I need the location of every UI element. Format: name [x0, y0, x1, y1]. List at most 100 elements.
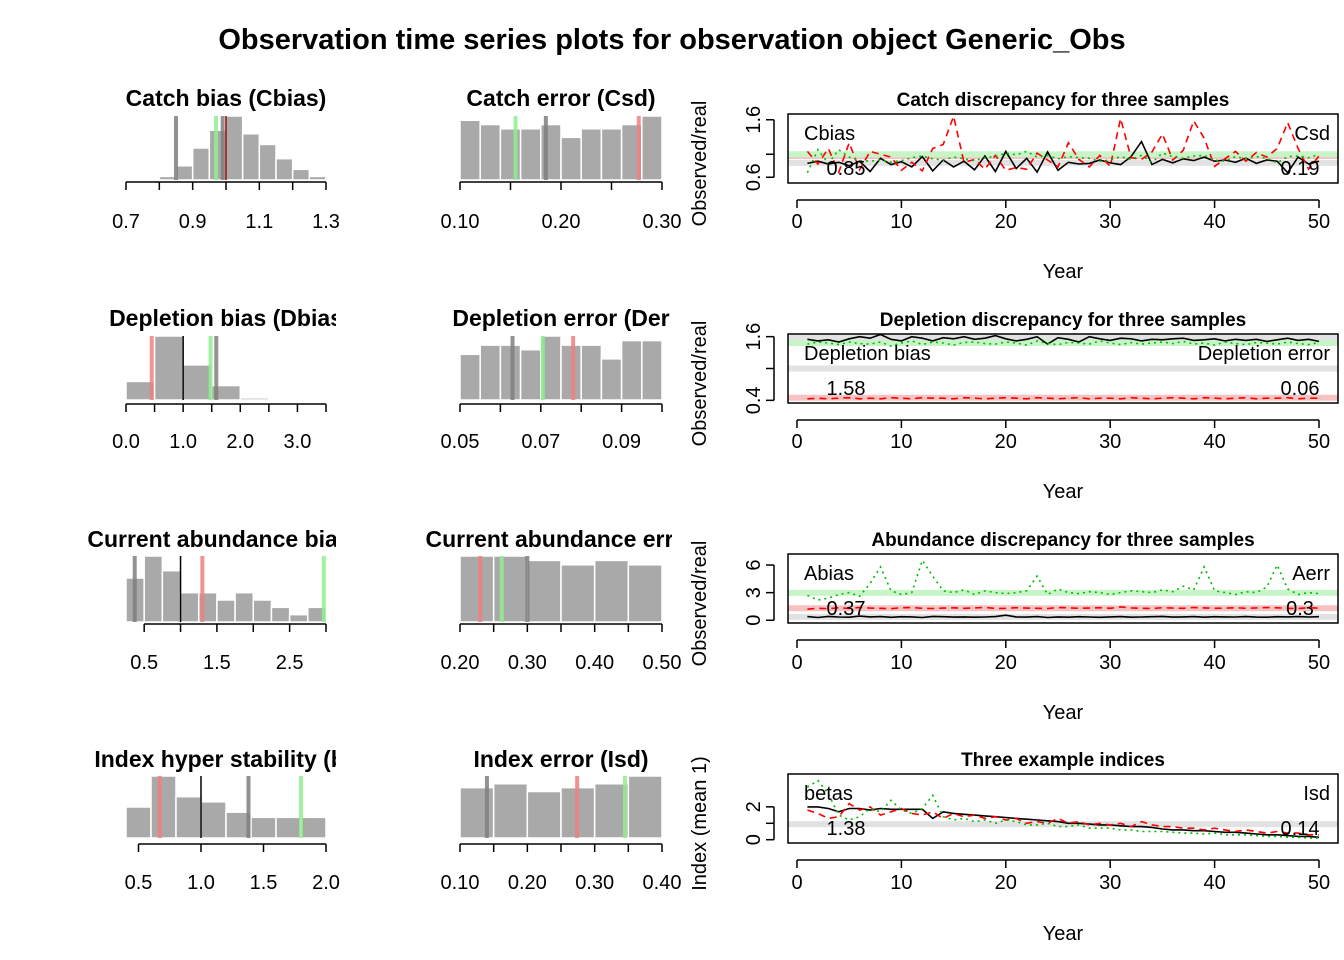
x-tick-label: 10	[890, 211, 912, 233]
series-line-2	[807, 802, 1319, 836]
series-line-1	[807, 614, 1320, 619]
line-chart-2: Abias Aerr 0.37 0.3 Abundance discrepancy fo…	[689, 530, 1339, 724]
histogram-3: Depletion error (Der 0.05 0.07 0.09	[441, 305, 670, 453]
left-label: betas	[804, 783, 853, 805]
histogram-title: Depletion bias (Dbias	[109, 305, 343, 331]
histogram-bar	[291, 168, 311, 181]
x-tick-label: 0	[791, 652, 802, 674]
y-tick-label: 0.6	[743, 163, 765, 191]
y-tick-label: 1.6	[743, 106, 765, 134]
histogram-bar	[161, 569, 182, 623]
x-tick-label: 0.05	[441, 431, 480, 453]
histogram-bar	[125, 806, 152, 839]
x-axis-title: Year	[1043, 923, 1084, 945]
x-tick-label: 20	[995, 211, 1017, 233]
histogram-bar	[239, 397, 270, 401]
right-value: 0.06	[1281, 378, 1320, 400]
x-tick-label: 0.10	[441, 872, 480, 894]
right-label: Isd	[1303, 783, 1330, 805]
left-label: Depletion bias	[804, 343, 931, 365]
y-tick-label: 0.4	[743, 386, 765, 414]
plot-region	[788, 558, 1338, 620]
x-tick-label: 1.0	[187, 872, 215, 894]
x-tick-label: 40	[1203, 652, 1225, 674]
x-tick-label: 10	[890, 872, 912, 894]
histogram-bar	[191, 147, 211, 181]
y-tick-label: 6	[743, 559, 765, 570]
histogram-bar	[308, 175, 327, 181]
x-tick-label: 0.10	[441, 211, 480, 233]
histogram-title: Current abundance error	[426, 526, 697, 552]
histogram-bar	[258, 143, 277, 181]
x-tick-label: 1.5	[203, 652, 231, 674]
series-line-2	[807, 606, 1320, 610]
x-tick-label: 40	[1203, 431, 1225, 453]
histogram-bar	[499, 344, 522, 401]
figure-title: Observation time series plots for observ…	[218, 24, 1126, 56]
histogram-1: Catch error (Csd) 0.10 0.20 0.30	[441, 85, 682, 233]
x-tick-label: 0	[791, 872, 802, 894]
y-axis-title: Observed/real	[689, 101, 711, 227]
histogram-bar	[519, 348, 542, 401]
series-line-2	[806, 114, 1320, 175]
chart-title: Three example indices	[961, 750, 1165, 771]
x-tick-label: 0.5	[130, 652, 158, 674]
histogram-bar	[560, 564, 596, 623]
x-tick-label: 0.20	[508, 872, 547, 894]
plot-region	[788, 779, 1338, 839]
histogram-bar	[270, 606, 291, 623]
x-tick-label: 0.0	[112, 431, 140, 453]
histogram-bar	[275, 816, 302, 839]
histogram-bar	[153, 335, 184, 401]
histogram-title: Index error (Isd)	[473, 746, 648, 772]
x-tick-label: 20	[995, 872, 1017, 894]
x-tick-label: 10	[890, 652, 912, 674]
x-tick-label: 30	[1099, 872, 1121, 894]
y-axis-title: Observed/real	[689, 541, 711, 667]
histogram-bar	[479, 123, 502, 181]
y-tick-label: 2	[743, 801, 765, 812]
x-tick-label: 50	[1308, 652, 1330, 674]
y-tick-label: 0	[743, 615, 765, 626]
histogram-bar	[526, 790, 562, 839]
histogram-4: Current abundance bias (0.5 1.5 2.5	[87, 526, 336, 674]
histogram-bar	[143, 555, 164, 623]
histogram-bar	[459, 555, 495, 623]
x-tick-label: 0.20	[542, 211, 581, 233]
plot-region	[788, 334, 1338, 401]
x-tick-label: 3.0	[284, 431, 312, 453]
histogram-bar	[620, 339, 643, 401]
histogram-0: Catch bias (Cbias) 0.7 0.9 1.1 1.3	[112, 85, 340, 233]
y-tick-label: 1.6	[743, 323, 765, 351]
right-value: 0.14	[1281, 818, 1320, 840]
x-tick-label: 10	[890, 431, 912, 453]
x-axis-title: Year	[1043, 481, 1084, 503]
histogram-bar	[627, 775, 663, 839]
series-line-1	[807, 334, 1320, 346]
histogram-bar	[641, 339, 663, 401]
x-tick-label: 0.09	[602, 431, 641, 453]
histogram-bar	[288, 613, 309, 623]
histogram-7: Index error (Isd) 0.10 0.20 0.30 0.40	[441, 746, 682, 894]
x-tick-label: 0.5	[125, 872, 153, 894]
left-value: 1.58	[827, 378, 866, 400]
series-line-1	[807, 139, 1320, 174]
histogram-6: Index hyper stability (be 0.5 1.0 1.5 2.0	[94, 746, 357, 894]
histogram-bar	[250, 816, 277, 839]
line-chart-0: Cbias Csd 0.85 0.19 Catch discrepancy for th…	[689, 90, 1339, 283]
histogram-bar	[307, 606, 327, 623]
x-tick-label: 0.30	[575, 872, 614, 894]
plot-frame	[787, 553, 1339, 624]
histogram-title: Index hyper stability (be	[94, 746, 357, 772]
histogram-bar	[600, 128, 623, 181]
x-tick-label: 0.07	[521, 431, 560, 453]
x-tick-label: 40	[1203, 211, 1225, 233]
histogram-bar	[580, 344, 603, 401]
histogram-bar	[459, 353, 481, 401]
histogram-bar	[560, 344, 582, 401]
left-label: Cbias	[804, 123, 855, 145]
x-tick-label: 0.40	[643, 872, 682, 894]
y-tick-label: 3	[743, 587, 765, 598]
histogram-2: Depletion bias (Dbias 0.0 1.0 2.0 3.0	[109, 305, 343, 453]
